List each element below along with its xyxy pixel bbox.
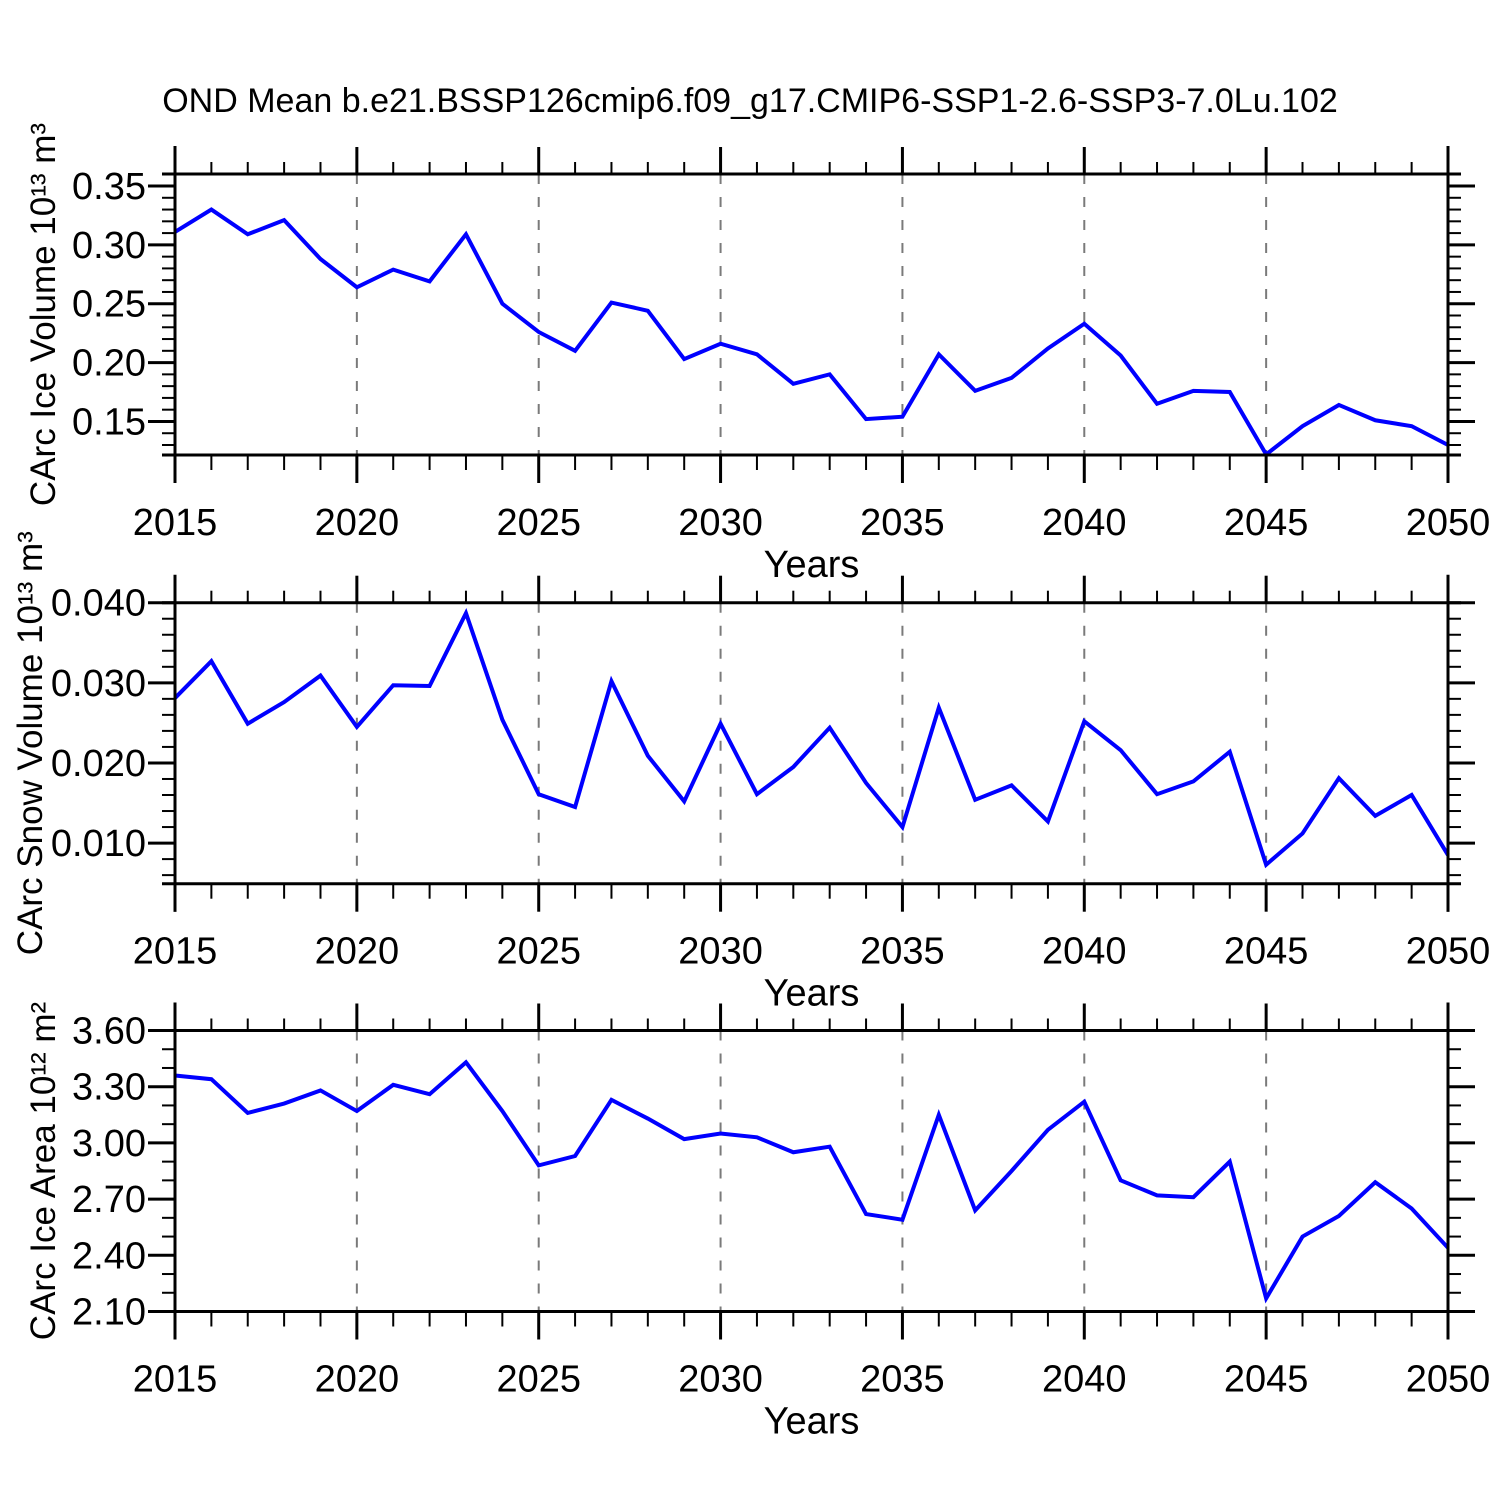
x-tick-label: 2025 [496, 502, 581, 544]
x-tick-label: 2025 [496, 1359, 581, 1401]
x-tick-label: 2030 [678, 1359, 763, 1401]
x-tick-label: 2020 [315, 502, 400, 544]
x-tick-label: 2040 [1042, 502, 1127, 544]
x-tick-label: 2015 [133, 931, 218, 973]
x-tick-label: 2035 [860, 502, 945, 544]
y-tick-label: 2.70 [72, 1179, 146, 1221]
data-line [174, 1059, 1450, 1304]
x-tick-label: 2050 [1406, 931, 1491, 973]
x-tick-label: 2020 [315, 931, 400, 973]
y-tick-label: 0.030 [51, 663, 146, 705]
y-tick-label: 0.25 [72, 284, 146, 326]
y-tick-label: 2.10 [72, 1292, 146, 1334]
x-tick-label: 2040 [1042, 1359, 1127, 1401]
data-line [173, 607, 1450, 869]
x-tick-label: 2020 [315, 1359, 400, 1401]
x-axis-title: Years [764, 973, 860, 1015]
figure-title: OND Mean b.e21.BSSP126cmip6.f09_g17.CMIP… [162, 82, 1338, 120]
y-tick-label: 0.010 [51, 823, 146, 865]
y-tick-label: 3.60 [72, 1011, 146, 1053]
data-line [173, 207, 1449, 458]
x-tick-label: 2015 [133, 1359, 218, 1401]
x-tick-label: 2025 [496, 931, 581, 973]
x-tick-label: 2040 [1042, 931, 1127, 973]
y-tick-label: 0.20 [72, 343, 146, 385]
charts-group: 2015 2020 2025 2030 2035 2040 2045 2050 Years 0.1… [11, 123, 1490, 1443]
y-tick-label: 0.040 [51, 583, 146, 625]
y-tick-label: 0.35 [72, 166, 146, 208]
x-tick-label: 2045 [1224, 1359, 1309, 1401]
x-tick-label: 2030 [678, 502, 763, 544]
y-tick-label: 0.15 [72, 401, 146, 443]
chart-2: 2015 2020 2025 2030 2035 2040 2045 2050 Years 0.0… [11, 531, 1490, 1015]
x-tick-label: 2035 [860, 931, 945, 973]
x-tick-label: 2050 [1406, 1359, 1491, 1401]
y-tick-label: 2.40 [72, 1235, 146, 1277]
y-tick-label: 0.30 [72, 225, 146, 267]
x-axis-title: Years [764, 1401, 860, 1443]
x-axis-title: Years [764, 544, 860, 586]
x-tick-label: 2035 [860, 1359, 945, 1401]
y-tick-label: 3.00 [72, 1123, 146, 1165]
chart-1: 2015 2020 2025 2030 2035 2040 2045 2050 Years 0.1… [24, 123, 1490, 586]
y-tick-label: 0.020 [51, 743, 146, 785]
chart-3: 2015 2020 2025 2030 2035 2040 2045 2050 Years 2.1… [24, 1002, 1490, 1443]
x-tick-label: 2050 [1406, 502, 1491, 544]
y-axis-title: CArc Snow Volume 10¹³ m³ [11, 531, 50, 955]
x-tick-label: 2045 [1224, 502, 1309, 544]
y-tick-label: 3.30 [72, 1067, 146, 1109]
y-axis-title: CArc Ice Volume 10¹³ m³ [24, 123, 63, 506]
x-tick-label: 2045 [1224, 931, 1309, 973]
x-tick-label: 2030 [678, 931, 763, 973]
y-axis-title: CArc Ice Area 10¹² m² [24, 1002, 63, 1340]
x-tick-label: 2015 [133, 502, 218, 544]
